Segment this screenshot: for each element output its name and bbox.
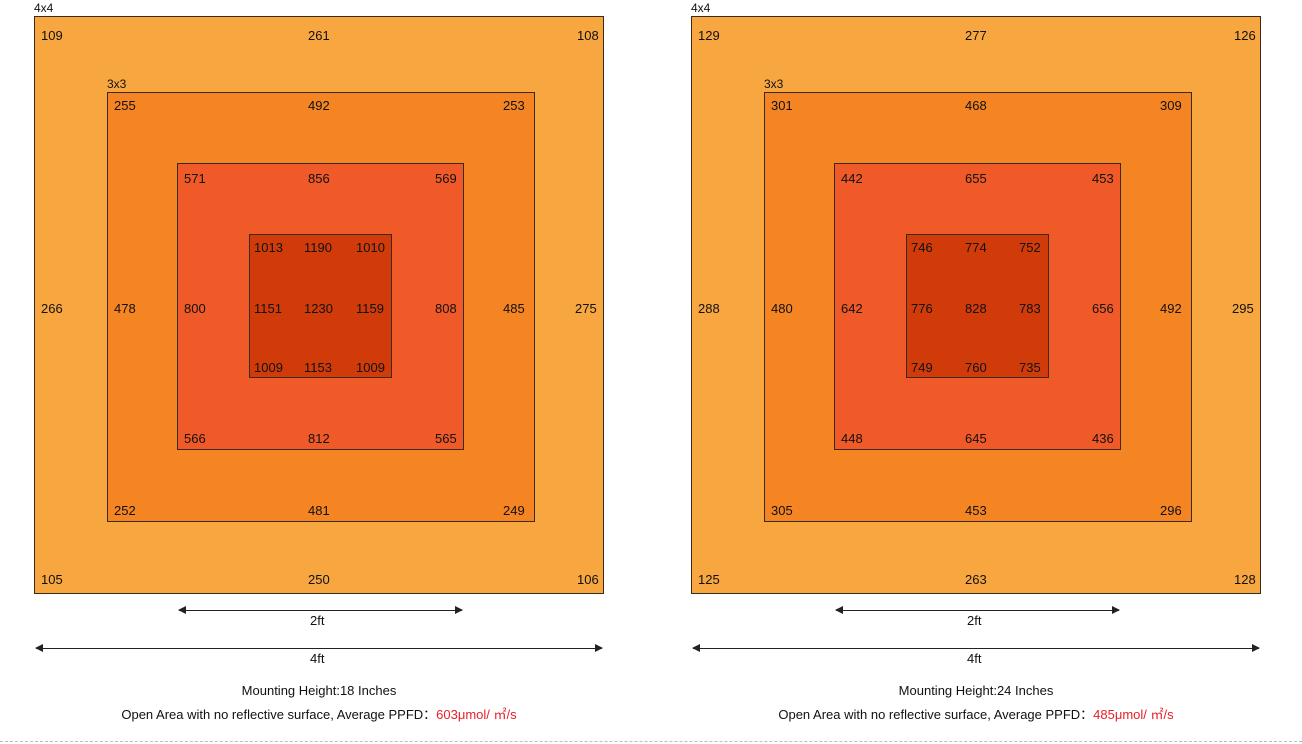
reading: 749 [911,360,933,375]
ppfd-map-24in: 4x4 129 277 126 288 295 125 263 128 3x3 … [691,0,1291,740]
reading: 277 [965,28,987,43]
reading: 565 [435,431,457,446]
reading: 253 [503,98,525,113]
caption-open-area: Open Area with no reflective surface, Av… [778,707,1094,722]
dimension-label-4ft: 4ft [967,651,982,666]
dimension-arrow-4ft [35,644,603,652]
ppfd-map-18in: 4x4 109 261 108 266 275 105 250 106 3x3 … [34,0,634,740]
dimension-arrow-4ft [692,644,1260,652]
bottom-divider [0,741,1302,742]
reading: 566 [184,431,206,446]
reading: 808 [435,301,457,316]
reading: 453 [965,503,987,518]
reading: 448 [841,431,863,446]
reading: 1159 [356,301,384,316]
dimension-arrow-2ft [835,606,1120,614]
tag-3x3: 3x3 [107,77,127,91]
reading: 571 [184,171,206,186]
reading: 1151 [254,301,282,316]
reading: 1230 [304,301,333,316]
reading: 453 [1092,171,1114,186]
reading: 492 [308,98,330,113]
reading: 126 [1234,28,1256,43]
reading: 263 [965,572,987,587]
reading: 752 [1019,240,1041,255]
caption-mounting-height: Mounting Height:24 Inches [898,683,1054,698]
average-ppfd-value: 603μmol/ ㎡/s [436,707,517,722]
reading: 436 [1092,431,1114,446]
reading: 478 [114,301,136,316]
reading: 746 [911,240,933,255]
caption-mounting-height: Mounting Height:18 Inches [241,683,397,698]
reading: 261 [308,28,330,43]
reading: 485 [503,301,525,316]
reading: 305 [771,503,793,518]
reading: 295 [1232,301,1254,316]
caption-open-area: Open Area with no reflective surface, Av… [121,707,437,722]
reading: 828 [965,301,987,316]
reading: 108 [577,28,599,43]
reading: 125 [698,572,720,587]
reading: 1009 [356,360,385,375]
reading: 481 [308,503,330,518]
reading: 309 [1160,98,1182,113]
reading: 774 [965,240,987,255]
reading: 106 [577,572,599,587]
reading: 800 [184,301,206,316]
reading: 1013 [254,240,283,255]
reading: 1009 [254,360,283,375]
reading: 129 [698,28,720,43]
reading: 442 [841,171,863,186]
dimension-label-2ft: 2ft [310,613,325,628]
tag-4x4: 4x4 [691,1,711,15]
reading: 128 [1234,572,1256,587]
reading: 468 [965,98,987,113]
reading: 480 [771,301,793,316]
dimension-arrow-2ft [178,606,463,614]
reading: 249 [503,503,525,518]
reading: 1153 [304,360,332,375]
reading: 776 [911,301,933,316]
average-ppfd-value: 485μmol/ ㎡/s [1093,707,1174,722]
reading: 250 [308,572,330,587]
reading: 856 [308,171,330,186]
reading: 1190 [304,240,332,255]
dimension-label-4ft: 4ft [310,651,325,666]
reading: 760 [965,360,987,375]
reading: 301 [771,98,793,113]
caption-ppfd: Open Area with no reflective surface, Av… [691,704,1261,723]
reading: 266 [41,301,63,316]
reading: 1010 [356,240,385,255]
reading: 655 [965,171,987,186]
reading: 812 [308,431,330,446]
reading: 296 [1160,503,1182,518]
dimension-label-2ft: 2ft [967,613,982,628]
tag-3x3: 3x3 [764,77,784,91]
reading: 288 [698,301,720,316]
reading: 275 [575,301,597,316]
reading: 645 [965,431,987,446]
reading: 735 [1019,360,1041,375]
area-center [249,234,392,378]
reading: 783 [1019,301,1041,316]
caption-ppfd: Open Area with no reflective surface, Av… [34,704,604,723]
area-center [906,234,1049,378]
reading: 252 [114,503,136,518]
reading: 569 [435,171,457,186]
tag-4x4: 4x4 [34,1,54,15]
reading: 492 [1160,301,1182,316]
reading: 642 [841,301,863,316]
reading: 255 [114,98,136,113]
reading: 109 [41,28,63,43]
reading: 656 [1092,301,1114,316]
reading: 105 [41,572,63,587]
